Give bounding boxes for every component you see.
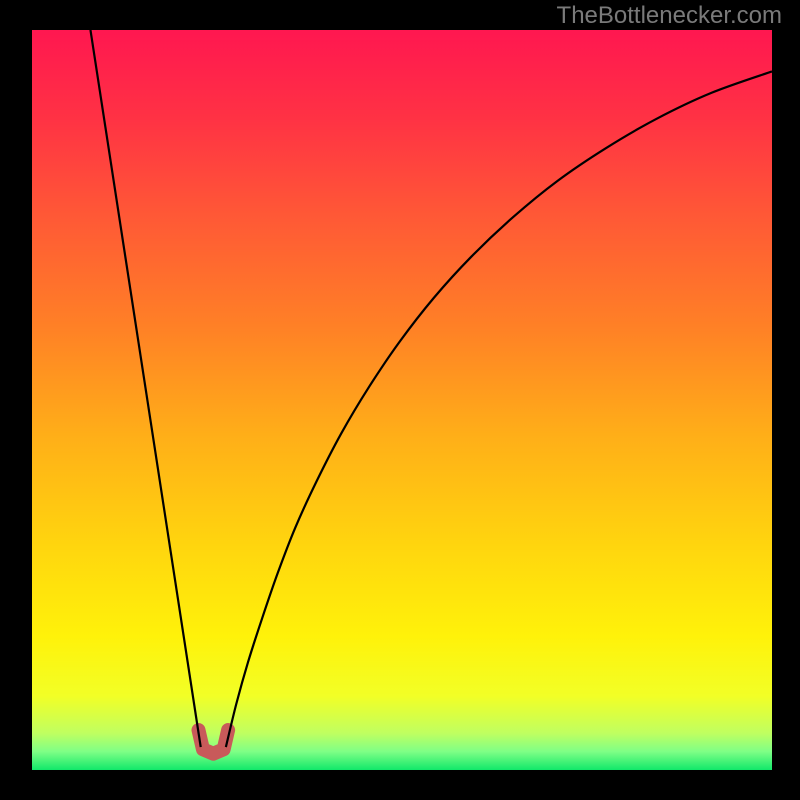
plot-area <box>32 30 772 770</box>
watermark-text: TheBottlenecker.com <box>557 2 782 30</box>
bottleneck-curve-right <box>226 71 772 747</box>
dip-marker <box>199 730 229 754</box>
chart-stage: TheBottlenecker.com <box>0 0 800 800</box>
bottleneck-curve-left <box>90 30 200 747</box>
curve-layer <box>32 30 772 770</box>
